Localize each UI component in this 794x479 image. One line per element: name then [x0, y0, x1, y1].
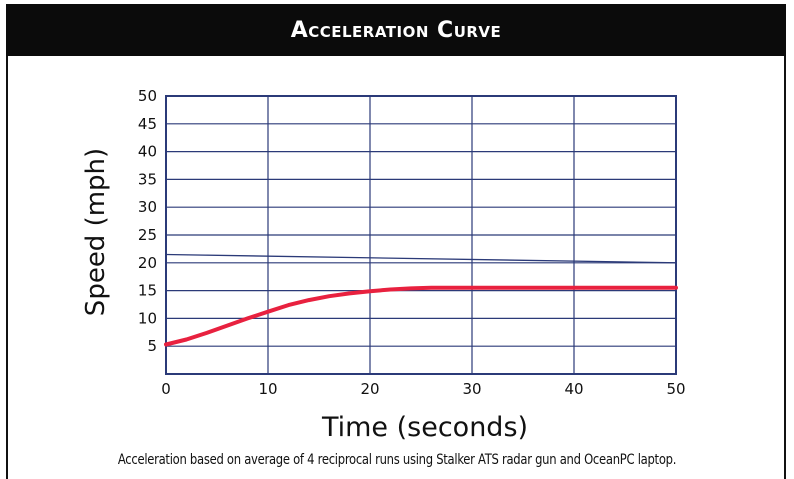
- y-tick-label: 50: [138, 87, 157, 105]
- y-tick-label: 20: [138, 254, 157, 272]
- y-tick-label: 15: [138, 282, 157, 300]
- y-axis-label: Speed (mph): [81, 148, 111, 316]
- chart-frame: [6, 4, 786, 479]
- y-tick-label: 45: [138, 115, 157, 133]
- acceleration-curve: [164, 285, 678, 347]
- chart-caption: Acceleration based on average of 4 recip…: [117, 452, 677, 468]
- x-tick-label: 50: [666, 380, 685, 398]
- x-tick-label: 0: [161, 380, 171, 398]
- x-tick-label: 30: [462, 380, 481, 398]
- y-tick-label: 35: [138, 170, 157, 188]
- x-axis-label: Time (seconds): [321, 412, 528, 443]
- chart-header: Acceleration Curve: [6, 4, 786, 56]
- x-tick-label: 10: [258, 380, 277, 398]
- y-tick-label: 10: [138, 309, 157, 327]
- tick-layer: 5 10 15 20 25 30 35 40 45 50 0 10 20 30 40 50: [138, 87, 686, 398]
- reference-line: [165, 253, 677, 264]
- y-tick-label: 30: [138, 198, 157, 216]
- plot-border: [165, 95, 677, 375]
- y-tick-label: 5: [147, 337, 157, 355]
- x-tick-label: 40: [564, 380, 583, 398]
- chart-title: Acceleration Curve: [290, 17, 502, 43]
- y-tick-label: 40: [138, 143, 157, 161]
- x-tick-label: 20: [360, 380, 379, 398]
- y-tick-label: 25: [138, 226, 157, 244]
- series-layer: [164, 253, 678, 347]
- grid-layer: [165, 95, 677, 375]
